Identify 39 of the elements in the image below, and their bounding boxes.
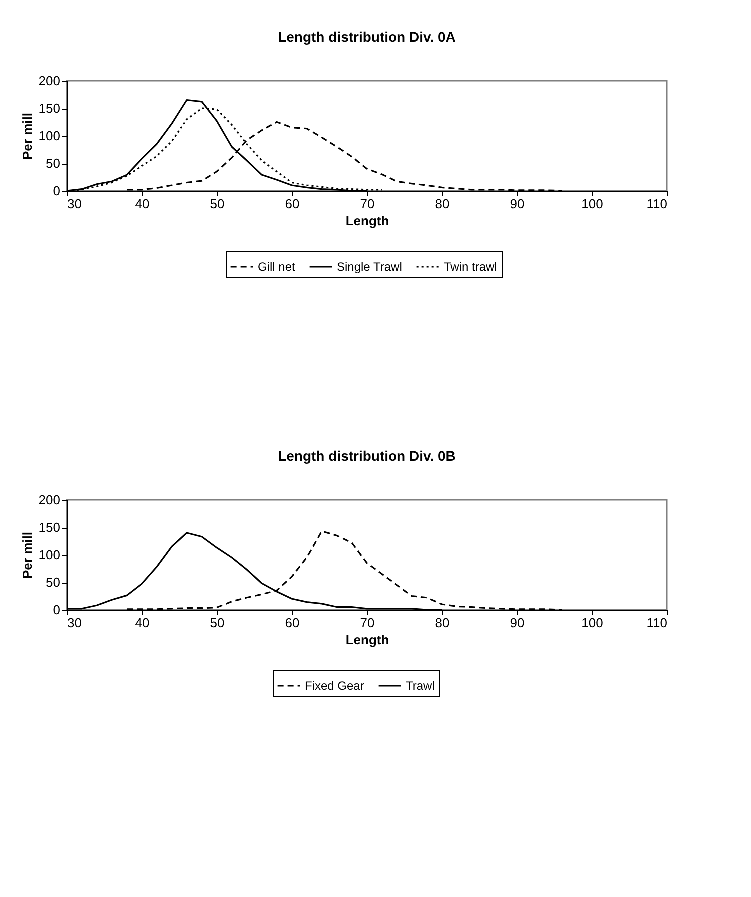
y-tick-label: 50 — [46, 575, 60, 590]
x-tick-label: 100 — [582, 616, 604, 630]
x-tick-label: 90 — [510, 196, 525, 212]
y-tick-label: 0 — [53, 184, 60, 198]
legend-label: Gill net — [258, 260, 296, 274]
chart-title: Length distribution Div. 0A — [278, 29, 456, 45]
x-tick-label: 70 — [360, 196, 375, 212]
x-tick-label: 110 — [646, 196, 668, 212]
legend-label: Single Trawl — [337, 260, 402, 274]
x-tick-label: 80 — [435, 196, 450, 212]
x-tick-label: 40 — [135, 196, 150, 212]
y-tick-label: 50 — [46, 156, 60, 171]
x-tick-label: 100 — [582, 196, 604, 212]
legend-label: Fixed Gear — [305, 679, 364, 693]
x-tick-label: 60 — [285, 196, 300, 212]
x-tick-label: 50 — [210, 616, 225, 630]
y-tick-label: 100 — [38, 128, 60, 144]
legend-label: Twin trawl — [444, 260, 498, 274]
legend-label: Trawl — [406, 679, 435, 693]
y-tick-label: 150 — [38, 101, 60, 116]
x-tick-label: 40 — [135, 616, 150, 630]
y-tick-label: 100 — [38, 548, 60, 562]
y-axis-title: Per mill — [20, 532, 35, 579]
x-tick-label: 80 — [435, 616, 450, 630]
y-tick-label: 150 — [38, 520, 60, 535]
x-axis-title: Length — [346, 632, 390, 648]
y-tick-label: 0 — [53, 602, 60, 618]
x-tick-label: 60 — [285, 616, 300, 630]
x-tick-label: 90 — [510, 616, 525, 630]
x-tick-label: 110 — [646, 616, 668, 630]
y-axis-title: Per mill — [20, 113, 35, 160]
y-tick-label: 200 — [38, 74, 60, 88]
x-axis-title: Length — [346, 214, 390, 228]
x-tick-label: 70 — [360, 616, 375, 630]
y-tick-label: 200 — [38, 492, 60, 508]
chart-title: Length distribution Div. 0B — [278, 448, 456, 464]
x-tick-label: 30 — [68, 196, 82, 212]
x-tick-label: 30 — [68, 616, 82, 630]
x-tick-label: 50 — [210, 196, 225, 212]
